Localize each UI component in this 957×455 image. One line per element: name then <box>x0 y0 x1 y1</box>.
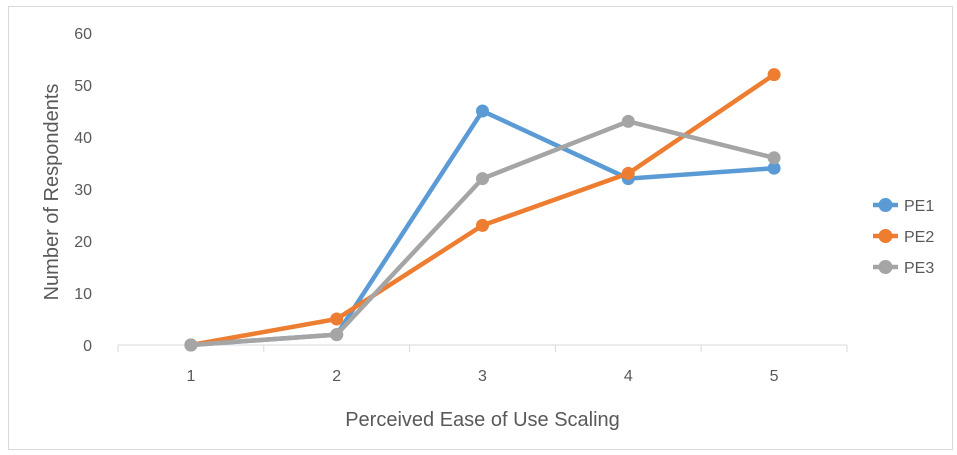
series-line <box>188 119 777 348</box>
y-tick-label: 40 <box>74 130 92 147</box>
series-layer <box>184 68 781 352</box>
data-point <box>767 151 781 165</box>
data-point <box>621 114 635 128</box>
legend: PE1 PE2 PE3 <box>873 198 934 277</box>
data-point <box>476 218 489 232</box>
y-axis-title: Number of Respondents <box>41 84 63 301</box>
legend-swatch-marker <box>878 198 893 212</box>
data-point <box>476 104 489 118</box>
x-tick-label: 3 <box>478 368 487 385</box>
legend-label: PE1 <box>904 198 934 215</box>
x-tick-label: 2 <box>332 368 341 385</box>
data-point <box>767 68 781 82</box>
x-axis: 1 2 3 4 5 <box>117 344 848 385</box>
legend-swatch-marker <box>878 229 893 243</box>
x-tick-label: 5 <box>770 368 779 385</box>
series-pe3 <box>184 114 781 352</box>
y-tick-label: 60 <box>74 26 92 43</box>
x-axis-title: Perceived Ease of Use Scaling <box>345 409 620 431</box>
legend-label: PE2 <box>904 229 934 246</box>
y-tick-label: 0 <box>83 338 92 355</box>
x-tick-label: 4 <box>624 368 633 385</box>
data-point <box>621 166 635 180</box>
legend-swatch-marker <box>878 260 893 274</box>
y-tick-label: 20 <box>74 234 92 251</box>
data-point <box>767 161 781 175</box>
legend-label: PE3 <box>904 260 934 277</box>
legend-item: PE1 <box>873 198 934 215</box>
y-axis: 0 10 20 30 40 50 60 <box>74 26 92 355</box>
data-point <box>330 312 344 326</box>
data-point <box>476 172 489 186</box>
legend-item: PE2 <box>873 229 934 246</box>
x-tick-label: 1 <box>186 368 195 385</box>
y-tick-label: 50 <box>74 78 92 95</box>
data-point <box>184 338 198 352</box>
y-tick-label: 30 <box>74 182 92 199</box>
legend-item: PE3 <box>873 260 934 277</box>
data-point <box>330 328 344 342</box>
y-tick-label: 10 <box>74 286 92 303</box>
